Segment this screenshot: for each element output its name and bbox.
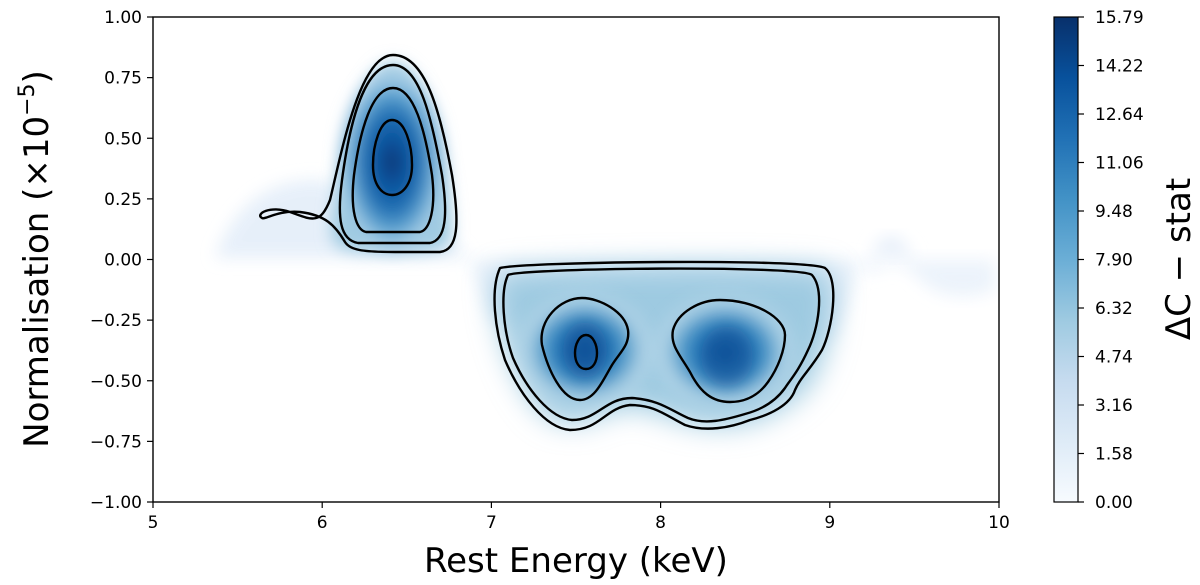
colorbar-tick-label: 7.90 (1095, 251, 1133, 271)
contour-lower-inner-right (671, 298, 787, 404)
contour-lower-outer (493, 260, 835, 432)
colorbar (1053, 16, 1079, 503)
contour-upper-mid (338, 63, 447, 245)
y-tick-label: −1.00 (90, 493, 142, 513)
y-tick-label: 1.00 (104, 8, 142, 28)
colorbar-tick-label: 9.48 (1095, 202, 1133, 222)
colorbar-tick-label: 0.00 (1095, 493, 1133, 513)
colorbar-tick-label: 1.58 (1095, 445, 1133, 465)
colorbar-ticks: 15.79 14.22 12.64 11.06 9.48 7.90 6.32 4.74 3.16… (1078, 8, 1144, 513)
y-axis-label-exponent: −5 (15, 83, 40, 115)
y-axis-label: Normalisation (×10−5) (15, 70, 57, 448)
colorbar-tick-label: 11.06 (1095, 154, 1144, 174)
contour-lower-core (573, 333, 599, 371)
x-tick-label: 7 (486, 513, 497, 533)
y-tick-label: 0.00 (104, 251, 142, 271)
heatmap-low-region (870, 235, 915, 258)
colorbar-tick-label: 12.64 (1095, 105, 1144, 125)
contour-lower-mid (502, 267, 821, 423)
heatmap-low-region (860, 260, 995, 297)
y-tick-label: 0.25 (104, 190, 142, 210)
y-tick-label: −0.75 (90, 432, 142, 452)
x-tick-label: 5 (148, 513, 159, 533)
x-axis-label: Rest Energy (keV) (424, 541, 728, 581)
colorbar-tick-label: 3.16 (1095, 396, 1133, 416)
x-tick-label: 6 (317, 513, 328, 533)
contour-lower-inner-left (540, 296, 630, 402)
x-tick-label: 10 (988, 513, 1010, 533)
colorbar-tick-label: 15.79 (1095, 8, 1144, 28)
colorbar-tick-label: 4.74 (1095, 348, 1133, 368)
y-axis: 1.00 0.75 0.50 0.25 0.00 −0.25 −0.50 −0.75 −1.00 (90, 8, 153, 513)
contour-upper-core (371, 118, 414, 197)
heatmap (215, 62, 995, 427)
y-tick-label: 0.75 (104, 69, 142, 89)
contour-upper-outer (259, 53, 458, 254)
heatmap-lower-peak-left (563, 322, 607, 378)
y-tick-label: −0.50 (90, 372, 142, 392)
colorbar-label: ΔC − stat (1159, 178, 1199, 340)
y-tick-label: −0.25 (90, 311, 142, 331)
x-tick-label: 9 (824, 513, 835, 533)
contours (259, 53, 835, 432)
colorbar-tick-label: 14.22 (1095, 57, 1144, 77)
x-tick-label: 8 (655, 513, 666, 533)
x-axis: 5 6 7 8 9 10 (148, 502, 1010, 533)
y-tick-label: 0.50 (104, 129, 142, 149)
colorbar-tick-label: 6.32 (1095, 299, 1133, 319)
heatmap-lower-peak-right (701, 326, 753, 386)
contour-upper-inner (351, 86, 435, 234)
